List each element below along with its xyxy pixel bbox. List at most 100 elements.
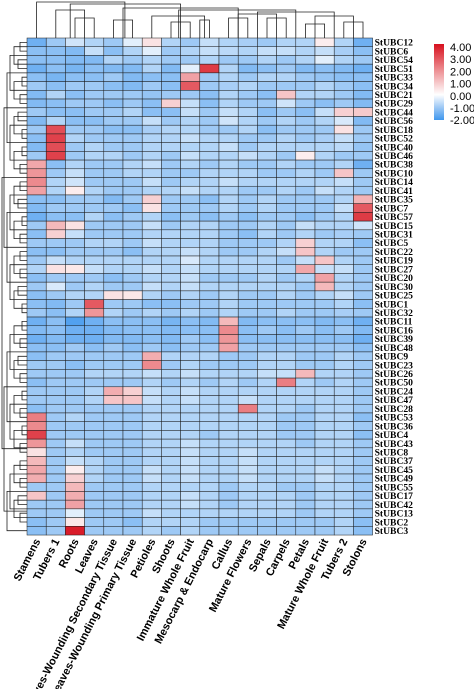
heatmap-cell (199, 168, 220, 178)
heatmap-cell (333, 255, 354, 265)
heatmap-cell (65, 177, 85, 187)
heatmap-cell (65, 37, 85, 47)
heatmap-cell (122, 517, 143, 527)
heatmap-cell (237, 212, 258, 222)
heatmap-cell (276, 142, 297, 152)
heatmap-cell (333, 377, 354, 388)
heatmap-cell (45, 220, 66, 231)
heatmap-cell (333, 116, 354, 126)
heatmap-cell (218, 81, 239, 91)
heatmap-cell (218, 229, 239, 239)
heatmap-cell (122, 526, 143, 536)
heatmap-cell (122, 403, 143, 414)
heatmap-cell (276, 55, 297, 65)
heatmap-cell (65, 386, 85, 396)
heatmap-cell (237, 133, 258, 143)
heatmap-cell (122, 212, 143, 222)
heatmap-cell (26, 220, 47, 231)
heatmap-cell (26, 46, 47, 56)
heatmap-cell (353, 63, 373, 74)
heatmap-cell (276, 194, 297, 204)
heatmap-cell (45, 412, 66, 422)
heatmap-cell (45, 403, 66, 414)
heatmap-cell (237, 116, 258, 126)
heatmap-cell (218, 212, 239, 222)
heatmap-cell (180, 508, 201, 518)
heatmap-cell (237, 55, 258, 65)
heatmap-cell (84, 281, 105, 292)
heatmap-cell (141, 447, 162, 457)
heatmap-cell (45, 98, 66, 109)
heatmap-cell (84, 438, 105, 449)
heatmap-cell (26, 421, 47, 431)
row-label: StUBC13 (375, 509, 414, 520)
heatmap-cell (103, 421, 124, 431)
heatmap-cell (353, 412, 373, 422)
heatmap-cell (84, 159, 105, 170)
heatmap-cell (237, 438, 258, 449)
heatmap-cell (199, 229, 220, 239)
heatmap-cell (237, 351, 258, 361)
heatmap-cell (295, 482, 316, 492)
heatmap-cell (180, 369, 201, 379)
heatmap-cell (180, 290, 201, 300)
heatmap-cell (353, 465, 373, 475)
heatmap-cell (161, 412, 181, 422)
heatmap-cell (84, 430, 105, 440)
heatmap-cell (333, 159, 354, 170)
heatmap-cell (353, 526, 373, 536)
heatmap-cell (257, 185, 277, 196)
heatmap-cell (199, 116, 220, 126)
heatmap-cell (353, 212, 373, 222)
heatmap-cell (237, 456, 258, 466)
heatmap-cell (180, 229, 201, 239)
heatmap-cell (65, 281, 85, 292)
heatmap-cell (161, 142, 181, 152)
heatmap-cell (45, 395, 66, 405)
heatmap-cell (199, 290, 220, 300)
heatmap-cell (257, 63, 277, 74)
heatmap-cell (122, 220, 143, 231)
heatmap-cell (26, 264, 47, 274)
heatmap-cell (84, 456, 105, 466)
heatmap-cell (218, 142, 239, 152)
heatmap-cell (103, 360, 124, 370)
heatmap-cell (237, 151, 258, 161)
heatmap-cell (180, 63, 201, 74)
row-label: StUBC20 (375, 273, 414, 284)
heatmap-cell (237, 308, 258, 318)
heatmap-cell (65, 325, 85, 335)
heatmap-cell (295, 168, 316, 178)
heatmap-cell (314, 81, 335, 91)
heatmap-cell (353, 447, 373, 457)
heatmap-cell (276, 403, 297, 414)
heatmap-cell (26, 194, 47, 204)
heatmap-cell (161, 342, 181, 353)
heatmap-cell (180, 212, 201, 222)
heatmap-cell (333, 281, 354, 292)
heatmap-cell (45, 46, 66, 56)
heatmap-cell (180, 299, 201, 309)
heatmap-cell (237, 37, 258, 47)
heatmap-cell (180, 98, 201, 109)
heatmap-cell (161, 290, 181, 300)
heatmap-cell (122, 107, 143, 117)
heatmap-cell (314, 185, 335, 196)
heatmap-cell (180, 177, 201, 187)
heatmap-cell (333, 247, 354, 257)
heatmap-cell (103, 273, 124, 283)
heatmap-cell (333, 517, 354, 527)
heatmap-cell (161, 220, 181, 231)
heatmap-cell (84, 72, 105, 82)
heatmap-cell (180, 168, 201, 178)
heatmap-cell (161, 473, 181, 483)
heatmap-cell (353, 499, 373, 510)
heatmap-cell (122, 177, 143, 187)
heatmap-cell (333, 37, 354, 47)
color-scale-tick-label: 0.00 (450, 91, 471, 103)
column-dendrogram-link (36, 1, 126, 38)
heatmap-cell (218, 447, 239, 457)
heatmap-cell (84, 447, 105, 457)
heatmap-cell (65, 412, 85, 422)
heatmap-cell (237, 369, 258, 379)
